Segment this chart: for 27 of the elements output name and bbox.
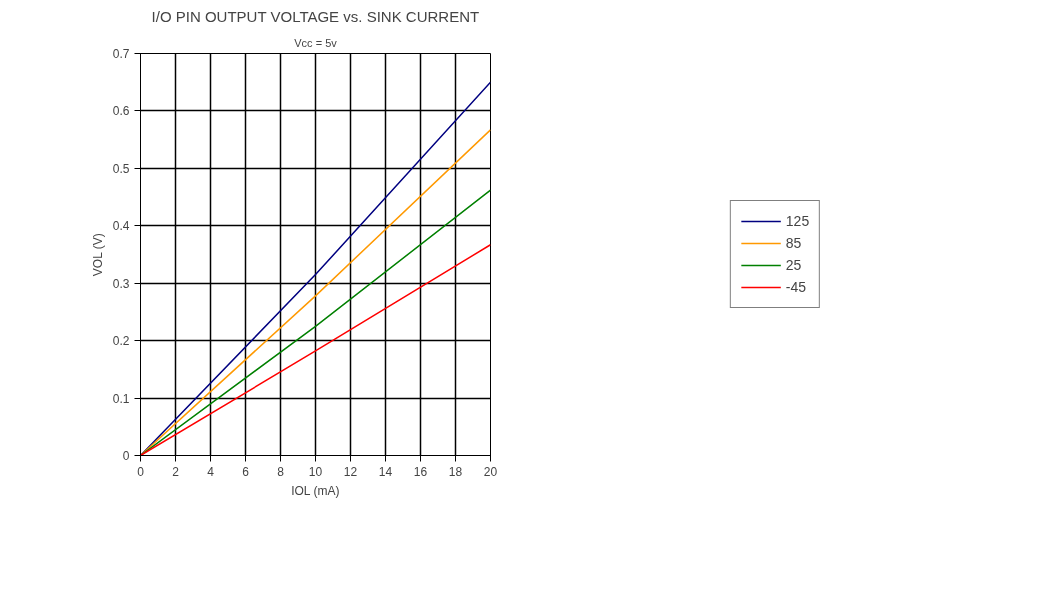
legend-label: -45 <box>785 279 807 295</box>
x-axis-title: IOL (mA) <box>291 483 340 498</box>
x-tick-label: 10 <box>308 464 323 479</box>
x-tick-label: 2 <box>172 464 180 479</box>
legend-label: 125 <box>785 213 810 229</box>
x-tick-label: 8 <box>277 464 285 479</box>
x-tick-label: 12 <box>343 464 358 479</box>
x-tick-label: 0 <box>137 464 145 479</box>
y-tick-label: 0.4 <box>112 219 130 234</box>
y-tick-label: 0.3 <box>112 276 130 291</box>
y-tick-label: 0.7 <box>112 47 130 61</box>
y-axis-title: VOL (V) <box>90 233 105 277</box>
legend-label: 25 <box>785 257 803 273</box>
x-tick-label: 20 <box>483 464 498 479</box>
y-tick-label: 0.6 <box>112 104 130 119</box>
y-tick-label: 0.1 <box>112 391 130 406</box>
legend-label: 85 <box>785 235 803 251</box>
x-tick-label: 14 <box>378 464 393 479</box>
chart-subtitle: Vcc = 5v <box>294 36 338 49</box>
y-tick-label: 0.2 <box>112 334 130 349</box>
x-tick-label: 16 <box>413 464 428 479</box>
y-tick-label: 0.5 <box>112 161 130 176</box>
x-tick-label: 6 <box>242 464 250 479</box>
y-tick-label: 0 <box>122 449 130 463</box>
x-tick-label: 4 <box>207 464 215 479</box>
x-tick-label: 18 <box>448 464 463 479</box>
chart-title: I/O PIN OUTPUT VOLTAGE vs. SINK CURRENT <box>151 7 480 25</box>
